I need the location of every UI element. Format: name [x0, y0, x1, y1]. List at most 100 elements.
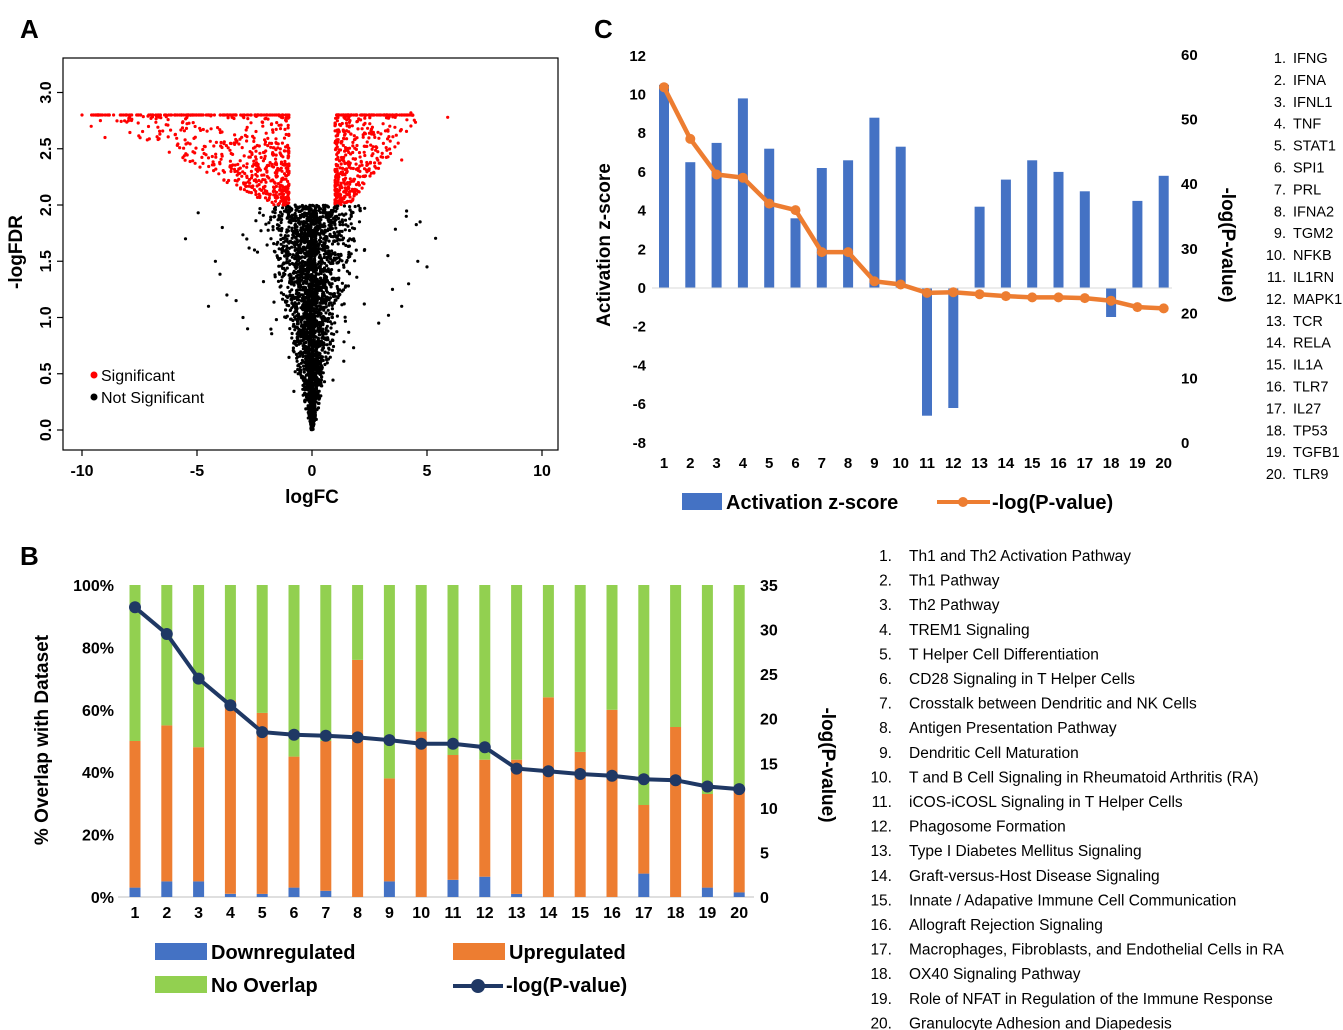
not-significant-point	[285, 228, 289, 232]
significant-point	[362, 150, 366, 154]
pathway-list-item: Crosstalk between Dendritic and NK Cells	[909, 696, 1197, 713]
not-significant-point	[317, 225, 321, 229]
not-significant-point	[291, 346, 295, 350]
not-significant-point	[314, 417, 318, 421]
not-significant-point	[348, 205, 352, 209]
not-significant-point	[319, 367, 323, 371]
regulator-y-tick-label: 6	[638, 164, 646, 181]
significant-point	[359, 160, 363, 164]
not-significant-point	[314, 217, 318, 221]
not-significant-point	[349, 222, 353, 226]
not-significant-point	[326, 227, 330, 231]
significant-point	[226, 116, 230, 120]
pathway-pvalue-point	[574, 768, 587, 780]
significant-point	[218, 160, 222, 164]
not-significant-point	[284, 239, 288, 243]
pathway-pvalue-point	[637, 773, 650, 786]
not-significant-point	[340, 281, 344, 285]
significant-point	[367, 113, 371, 117]
significant-point	[388, 151, 393, 156]
significant-point	[136, 121, 140, 125]
not-significant-point	[312, 301, 316, 305]
not-significant-point	[304, 227, 308, 231]
significant-point	[247, 190, 251, 194]
significant-point	[348, 195, 352, 199]
pathway-x-tick-label: 10	[412, 905, 430, 922]
not-significant-point	[300, 231, 304, 235]
not-significant-point	[327, 298, 331, 302]
not-significant-point	[304, 253, 308, 257]
pathway-bar-upregulated	[479, 759, 491, 877]
pathway-pvalue-point	[192, 672, 205, 685]
significant-point	[235, 139, 239, 143]
not-significant-point	[302, 223, 306, 227]
regulator-zscore-bar	[922, 288, 932, 416]
not-significant-point	[304, 395, 309, 399]
not-significant-point	[351, 210, 355, 215]
not-significant-point	[377, 321, 381, 325]
significant-point	[241, 113, 245, 117]
significant-point	[166, 135, 170, 139]
pathway-pvalue-point	[478, 741, 491, 754]
significant-point	[360, 163, 364, 167]
significant-point	[239, 113, 243, 117]
legend-no-overlap-swatch	[155, 976, 207, 993]
regulator-x-tick-label: 1	[660, 455, 668, 472]
not-significant-point	[345, 258, 349, 263]
not-significant-point	[319, 288, 323, 292]
not-significant-point	[307, 383, 311, 387]
not-significant-point	[303, 291, 307, 296]
not-significant-point	[298, 354, 302, 358]
regulator-list-item: STAT1	[1293, 139, 1336, 155]
significant-point	[345, 169, 349, 174]
not-significant-point	[297, 294, 302, 299]
significant-point	[276, 195, 280, 200]
significant-point	[261, 178, 265, 182]
significant-point	[191, 150, 195, 154]
significant-point	[334, 182, 338, 186]
not-significant-point	[289, 317, 293, 321]
significant-point	[210, 154, 214, 159]
significant-point	[222, 170, 226, 174]
pathway-y-tick-label: 20%	[82, 828, 114, 845]
not-significant-point	[320, 229, 324, 233]
not-significant-point	[328, 232, 332, 236]
not-significant-point	[302, 364, 306, 368]
significant-point	[276, 146, 280, 150]
significant-point	[266, 117, 270, 121]
significant-point	[282, 192, 286, 196]
significant-point	[228, 159, 232, 163]
not-significant-point	[314, 310, 318, 314]
not-significant-point	[288, 308, 292, 312]
not-significant-point	[279, 291, 283, 295]
not-significant-point	[333, 258, 337, 262]
pathway-list-item: Innate / Adapative Immune Cell Communica…	[909, 892, 1236, 909]
significant-point	[352, 192, 357, 196]
pathway-pvalue-point	[256, 726, 269, 739]
not-significant-point	[314, 297, 318, 301]
significant-point	[218, 113, 222, 117]
pathway-y2-tick-label: 25	[760, 667, 778, 684]
regulator-x-tick-label: 14	[998, 455, 1015, 472]
not-significant-point	[311, 211, 315, 215]
regulator-x-tick-label: 15	[1024, 455, 1041, 472]
not-significant-point	[298, 287, 302, 292]
significant-point	[255, 169, 260, 173]
significant-point	[201, 161, 205, 165]
not-significant-point	[311, 259, 315, 263]
significant-point	[333, 140, 337, 145]
significant-point	[388, 124, 392, 128]
pathway-list-number: 2.	[879, 573, 892, 590]
not-significant-point	[294, 292, 298, 296]
legend-not-significant-marker	[90, 393, 98, 401]
significant-point	[354, 147, 358, 151]
not-significant-point	[309, 276, 313, 280]
legend-pvalue-marker	[471, 979, 485, 993]
not-significant-point	[327, 239, 331, 243]
pathway-bar-downregulated	[161, 881, 173, 897]
not-significant-point	[418, 220, 422, 224]
significant-point	[272, 185, 276, 189]
regulator-list-item: MAPK1	[1293, 292, 1342, 308]
not-significant-point	[292, 269, 296, 273]
significant-point	[351, 166, 355, 171]
